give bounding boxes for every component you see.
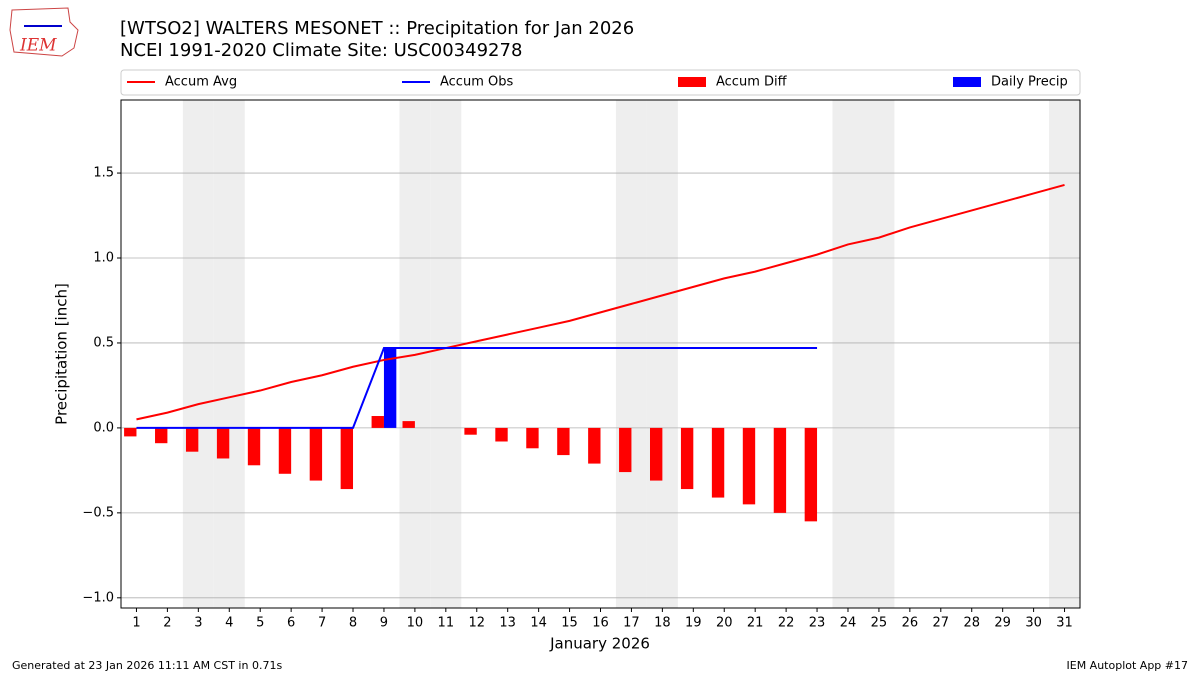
x-axis-label: January 2026 bbox=[549, 635, 650, 653]
bar bbox=[773, 427, 787, 513]
x-tick-label: 2 bbox=[163, 616, 171, 631]
x-tick-label: 18 bbox=[654, 616, 671, 631]
legend-label: Accum Avg bbox=[165, 75, 237, 90]
weekend-shade bbox=[1049, 100, 1080, 608]
bar bbox=[804, 427, 818, 522]
x-tick-label: 19 bbox=[685, 616, 702, 631]
logo-text: IEM bbox=[19, 36, 57, 56]
x-tick-label: 8 bbox=[349, 616, 357, 631]
line bbox=[136, 347, 818, 429]
legend-swatch bbox=[953, 77, 981, 87]
y-axis-label: Precipitation [inch] bbox=[53, 283, 71, 425]
plot-frame bbox=[120, 99, 1081, 609]
chart-subtitle: NCEI 1991-2020 Climate Site: USC00349278 bbox=[120, 40, 522, 61]
weekend-shade bbox=[646, 100, 678, 608]
weekend-shade bbox=[430, 100, 462, 608]
x-tick-label: 7 bbox=[318, 616, 326, 631]
x-tick-label: 3 bbox=[194, 616, 202, 631]
y-tick-label: −1.0 bbox=[82, 590, 114, 605]
x-tick-label: 15 bbox=[561, 616, 578, 631]
legend-label: Accum Diff bbox=[716, 75, 788, 90]
footer-right: IEM Autoplot App #17 bbox=[1067, 659, 1189, 672]
bar bbox=[619, 427, 632, 473]
bar bbox=[742, 427, 756, 505]
bar bbox=[247, 427, 261, 466]
x-tick-label: 26 bbox=[902, 616, 919, 631]
bar bbox=[526, 427, 539, 449]
bar bbox=[588, 427, 601, 464]
x-tick-label: 31 bbox=[1056, 616, 1073, 631]
bar bbox=[340, 427, 354, 490]
bar bbox=[185, 427, 199, 452]
bar bbox=[711, 427, 725, 498]
x-tick-label: 13 bbox=[499, 616, 516, 631]
legend-box bbox=[120, 69, 1081, 96]
x-tick-label: 11 bbox=[438, 616, 455, 631]
weekend-shade bbox=[213, 100, 245, 608]
footer-left: Generated at 23 Jan 2026 11:11 AM CST in… bbox=[12, 659, 282, 672]
logo: IEM bbox=[9, 7, 79, 57]
weekend-shade bbox=[832, 100, 864, 608]
x-tick-label: 24 bbox=[840, 616, 857, 631]
x-tick-label: 9 bbox=[380, 616, 388, 631]
y-tick-label: 1.0 bbox=[93, 251, 114, 266]
x-tick-label: 10 bbox=[407, 616, 424, 631]
bar bbox=[464, 427, 477, 435]
y-tick-label: 0.5 bbox=[93, 335, 114, 350]
x-tick-label: 28 bbox=[963, 616, 980, 631]
bar bbox=[124, 427, 137, 437]
bar bbox=[216, 427, 230, 459]
x-tick-label: 16 bbox=[592, 616, 609, 631]
y-tick-label: −0.5 bbox=[82, 505, 114, 520]
x-tick-label: 22 bbox=[778, 616, 795, 631]
x-tick-label: 1 bbox=[132, 616, 140, 631]
bar bbox=[309, 427, 323, 481]
x-tick-label: 20 bbox=[716, 616, 733, 631]
weekend-shade bbox=[615, 100, 647, 608]
weekend-shade bbox=[863, 100, 895, 608]
bar bbox=[371, 416, 384, 428]
x-tick-label: 5 bbox=[256, 616, 264, 631]
x-tick-label: 25 bbox=[871, 616, 888, 631]
x-tick-label: 17 bbox=[623, 616, 640, 631]
legend-label: Accum Obs bbox=[440, 75, 513, 90]
bar bbox=[680, 427, 694, 490]
weekend-shade bbox=[182, 100, 214, 608]
x-tick-label: 14 bbox=[530, 616, 547, 631]
bar bbox=[557, 427, 570, 456]
x-tick-label: 30 bbox=[1025, 616, 1042, 631]
x-tick-label: 6 bbox=[287, 616, 295, 631]
x-tick-label: 12 bbox=[468, 616, 485, 631]
legend-label: Daily Precip bbox=[991, 75, 1068, 90]
bar bbox=[402, 421, 415, 428]
bar bbox=[278, 427, 292, 474]
x-tick-label: 4 bbox=[225, 616, 233, 631]
line bbox=[136, 183, 1065, 421]
x-tick-label: 29 bbox=[994, 616, 1011, 631]
chart-title: [WTSO2] WALTERS MESONET :: Precipitation… bbox=[120, 18, 634, 39]
bar bbox=[649, 427, 663, 481]
legend-swatch bbox=[678, 77, 706, 87]
logo-outline bbox=[9, 7, 79, 57]
bar bbox=[155, 427, 168, 444]
x-tick-label: 21 bbox=[747, 616, 764, 631]
bar bbox=[383, 348, 397, 428]
bar bbox=[495, 427, 508, 442]
y-tick-label: 1.5 bbox=[93, 166, 114, 181]
x-tick-label: 23 bbox=[809, 616, 826, 631]
y-tick-label: 0.0 bbox=[93, 420, 114, 435]
x-tick-label: 27 bbox=[933, 616, 950, 631]
